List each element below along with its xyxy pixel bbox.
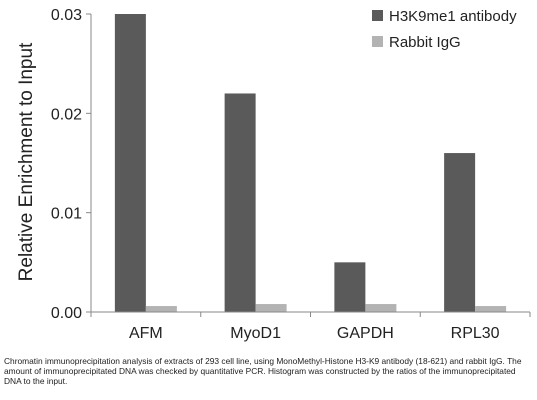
bar-afm-series-1 [114,14,146,312]
legend-swatch [372,10,383,21]
axes-layer [86,13,531,317]
legend-swatch [372,36,383,47]
bar-gapdh-series-2 [365,304,397,312]
x-tick-label: AFM [129,325,163,342]
legend: H3K9me1 antibody Rabbit IgG [372,8,517,51]
labels-layer: 0.00 0.01 0.02 0.03 AFM MyoD1 GAPDH RPL30 [51,7,500,342]
bar-rpl30-series-1 [444,153,476,312]
y-tick-label: 0.00 [51,305,82,322]
bars-layer [114,14,507,312]
bar-myod1-series-2 [255,304,287,312]
x-tick-label: GAPDH [337,325,394,342]
legend-label: Rabbit IgG [389,34,461,51]
x-tick-label: MyoD1 [230,325,281,342]
y-axis-title: Relative Enrichment to Input [16,42,37,281]
legend-label: H3K9me1 antibody [389,8,517,25]
bar-myod1-series-1 [224,93,256,312]
bar-rpl30-series-2 [475,306,507,312]
bar-chart: 0.00 0.01 0.02 0.03 AFM MyoD1 GAPDH RPL30 H3K9m… [16,7,531,342]
x-tick-label: RPL30 [451,325,500,342]
bar-afm-series-2 [145,306,177,312]
figure-caption: Chromatin immunoprecipitation analysis o… [4,356,522,386]
y-tick-label: 0.02 [51,106,82,123]
y-tick-label: 0.03 [51,7,82,24]
y-tick-label: 0.01 [51,206,82,223]
bar-gapdh-series-1 [334,262,366,312]
